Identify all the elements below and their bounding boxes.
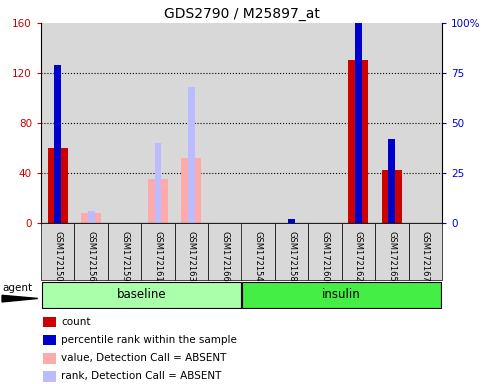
Bar (142, 23, 175, 223)
Bar (342, 223, 375, 280)
Text: GSM172161: GSM172161 (154, 231, 162, 282)
Bar (175, 223, 208, 280)
Bar (348, 61, 369, 223)
Polygon shape (2, 295, 38, 302)
Text: GSM172154: GSM172154 (254, 231, 263, 282)
Bar (308, 23, 342, 223)
Bar (188, 87, 195, 223)
Bar (43, 335, 56, 346)
Text: GSM172159: GSM172159 (120, 231, 129, 282)
Text: GSM172166: GSM172166 (220, 231, 229, 282)
Text: GSM172158: GSM172158 (287, 231, 296, 282)
Text: GSM172162: GSM172162 (354, 231, 363, 282)
Bar (375, 223, 409, 280)
Text: insulin: insulin (322, 288, 361, 301)
Bar (342, 23, 375, 223)
Bar (242, 223, 275, 280)
Bar (108, 223, 142, 280)
Bar (375, 23, 409, 223)
Bar (275, 223, 308, 280)
Bar (41, 223, 74, 280)
Text: GSM172156: GSM172156 (86, 231, 96, 282)
Bar (409, 23, 442, 223)
Bar (74, 23, 108, 223)
Bar (142, 223, 175, 280)
Text: value, Detection Call = ABSENT: value, Detection Call = ABSENT (61, 353, 227, 363)
Bar (41, 23, 74, 223)
Bar (308, 223, 342, 280)
Text: GSM172163: GSM172163 (187, 231, 196, 282)
Bar (208, 223, 242, 280)
Bar (388, 139, 395, 223)
Text: percentile rank within the sample: percentile rank within the sample (61, 335, 237, 345)
Title: GDS2790 / M25897_at: GDS2790 / M25897_at (164, 7, 319, 21)
FancyBboxPatch shape (42, 282, 241, 308)
Bar (43, 317, 56, 327)
Text: agent: agent (2, 283, 32, 293)
Bar (175, 23, 208, 223)
Bar (81, 213, 101, 223)
Text: GSM172160: GSM172160 (321, 231, 329, 282)
Bar (288, 219, 295, 223)
Text: GSM172165: GSM172165 (387, 231, 397, 282)
Bar (409, 223, 442, 280)
Text: GSM172167: GSM172167 (421, 231, 430, 282)
Bar (55, 65, 61, 223)
Bar (382, 170, 402, 223)
Bar (155, 143, 161, 223)
Text: count: count (61, 317, 91, 327)
Bar (208, 23, 242, 223)
Bar (74, 223, 108, 280)
Bar (355, 3, 362, 223)
Bar (182, 158, 201, 223)
Bar (48, 148, 68, 223)
Text: rank, Detection Call = ABSENT: rank, Detection Call = ABSENT (61, 371, 222, 381)
FancyBboxPatch shape (242, 282, 441, 308)
Bar (43, 371, 56, 382)
Bar (148, 179, 168, 223)
Bar (43, 353, 56, 364)
Text: baseline: baseline (116, 288, 166, 301)
Text: GSM172150: GSM172150 (53, 231, 62, 282)
Bar (108, 23, 142, 223)
Bar (275, 23, 308, 223)
Bar (88, 211, 95, 223)
Bar (242, 23, 275, 223)
